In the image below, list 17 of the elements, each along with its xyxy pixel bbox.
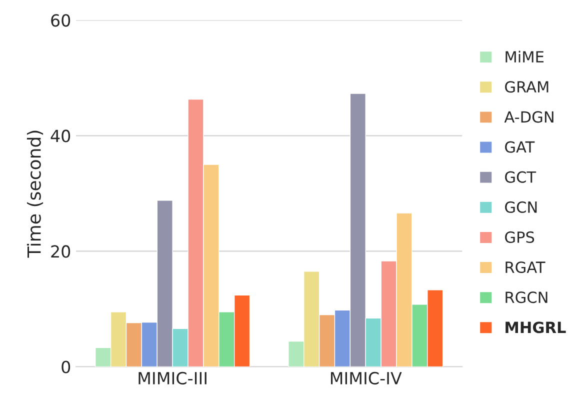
legend-label: GPS bbox=[505, 231, 534, 243]
legend-label: RGCN bbox=[506, 292, 548, 304]
y-tick-label: 20 bbox=[51, 245, 70, 258]
y-tick-label: 0 bbox=[62, 360, 70, 374]
legend-label: MHGRL bbox=[506, 322, 566, 334]
legend-label: GRAM bbox=[505, 81, 548, 93]
y-tick-label: 60 bbox=[51, 14, 70, 27]
legend-label: GAT bbox=[505, 141, 535, 153]
x-tick-label: MIMIC-III bbox=[138, 372, 206, 384]
legend-label: MiME bbox=[506, 50, 544, 62]
legend-label: GCT bbox=[505, 171, 536, 183]
y-tick-label: 40 bbox=[50, 130, 70, 142]
legend-label: A-DGN bbox=[504, 111, 554, 123]
legend-label: GCN bbox=[505, 201, 537, 213]
x-tick-label: MIMIC-IV bbox=[330, 372, 402, 384]
y-axis-title: Time (second) bbox=[26, 130, 44, 258]
legend-label: RGAT bbox=[506, 261, 546, 274]
